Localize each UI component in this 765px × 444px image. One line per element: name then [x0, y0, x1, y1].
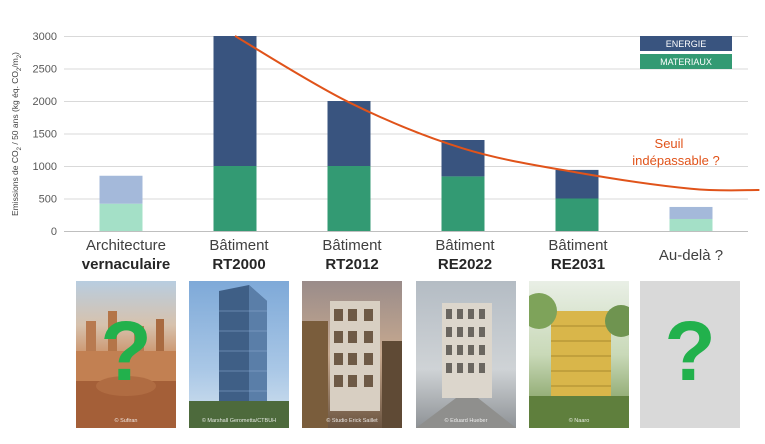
- y-axis-label-part: / 50 ans (kg éq. CO: [10, 71, 20, 147]
- y-axis-label-part: Emissions de CO: [10, 150, 20, 216]
- timber-building-illustration: [302, 301, 402, 428]
- category-line1: Bâtiment: [435, 237, 495, 254]
- question-mark: ?: [664, 304, 716, 398]
- category-label-4: Bâtiment RE2031: [522, 236, 634, 274]
- threshold-curve: [234, 35, 760, 192]
- category-line1: Bâtiment: [322, 237, 382, 254]
- photo-credit: © Sufiran: [114, 418, 138, 424]
- photo-rt2000: © Marshall Gerometta/CTBUH: [189, 281, 289, 428]
- y-tick-label: 500: [39, 194, 57, 206]
- category-line1: Architecture: [85, 237, 167, 254]
- legend-label-energie: ENERGIE: [666, 39, 707, 49]
- photo-re2031: © Naaro: [529, 281, 629, 428]
- category-line2: RT2000: [212, 256, 266, 273]
- bar-energie-3: [441, 140, 485, 177]
- category-label-5: Au-delà ?: [635, 246, 747, 265]
- category-line2: RE2031: [550, 256, 606, 273]
- category-line2: RT2012: [325, 256, 379, 273]
- category-line2: vernaculaire: [81, 256, 171, 273]
- y-axis-label-part: 2: [17, 54, 23, 58]
- glass-tower-illustration: [189, 285, 289, 428]
- y-tick-label: 0: [51, 226, 57, 238]
- photo-credit: © Marshall Gerometta/CTBUH: [201, 418, 277, 424]
- legend-swatch-materiaux: [640, 54, 732, 69]
- y-axis-label-part: /m: [10, 58, 20, 67]
- photo-credit: © Naaro: [568, 418, 590, 424]
- y-axis-label-part: ): [10, 52, 20, 55]
- bar-energie-2: [327, 101, 371, 166]
- bar-materiaux-3: [441, 176, 485, 231]
- photo-credit: © Eduard Hueber: [444, 418, 488, 424]
- category-line2: RE2022: [437, 256, 493, 273]
- y-tick-label: 2000: [33, 96, 57, 108]
- bar-materiaux-5: [669, 218, 713, 231]
- category-line1: Bâtiment: [548, 237, 608, 254]
- y-tick-label: 1000: [33, 161, 57, 173]
- bar-energie-5: [669, 206, 713, 219]
- question-mark: ?: [100, 304, 152, 398]
- bar-energie-0: [99, 175, 143, 204]
- y-axis-ticks: 0 500 1000 1500 2000 2500 3000: [33, 31, 57, 238]
- y-tick-label: 3000: [33, 31, 57, 43]
- category-label-1: Bâtiment RT2000: [183, 236, 295, 274]
- bar-materiaux-1: [213, 166, 257, 231]
- photo-rt2012: © Studio Erick Saillet: [302, 281, 402, 428]
- legend: ENERGIE MATERIAUX: [640, 36, 732, 69]
- y-tick-label: 2500: [33, 64, 57, 76]
- threshold-label-line1: Seuil: [655, 136, 684, 151]
- category-line1: Au-delà ?: [658, 247, 724, 264]
- y-axis-label-part: 2: [17, 67, 23, 71]
- bars: [99, 36, 713, 231]
- bar-materiaux-4: [555, 198, 599, 231]
- chart: 0 500 1000 1500 2000 2500 3000 Seuil indépassa…: [10, 31, 760, 238]
- mud-buildings-illustration: [76, 311, 176, 428]
- bar-materiaux-0: [99, 203, 143, 231]
- photo-re2022: © Eduard Hueber: [416, 281, 516, 428]
- category-label-0: Architecture vernaculaire: [70, 236, 182, 274]
- bar-energie-1: [213, 36, 257, 166]
- category-label-2: Bâtiment RT2012: [296, 236, 408, 274]
- category-label-3: Bâtiment RE2022: [409, 236, 521, 274]
- y-axis-label-part: 2: [17, 146, 23, 150]
- photo-au-dela: ?: [640, 281, 740, 428]
- threshold-label-line2: indépassable ?: [632, 153, 719, 168]
- concrete-building-illustration: [416, 303, 516, 428]
- photo-credit: © Studio Erick Saillet: [326, 418, 378, 424]
- legend-swatch-energie: [640, 36, 732, 51]
- gridlines: [64, 36, 748, 200]
- photo-vernaculaire: ? © Sufiran: [76, 281, 176, 428]
- legend-label-materiaux: MATERIAUX: [660, 57, 712, 67]
- bar-materiaux-2: [327, 166, 371, 231]
- y-tick-label: 1500: [33, 129, 57, 141]
- green-building-illustration: [529, 293, 629, 428]
- y-axis-label: Emissions de CO2 / 50 ans (kg éq. CO2/m2…: [10, 52, 23, 216]
- category-line1: Bâtiment: [209, 237, 269, 254]
